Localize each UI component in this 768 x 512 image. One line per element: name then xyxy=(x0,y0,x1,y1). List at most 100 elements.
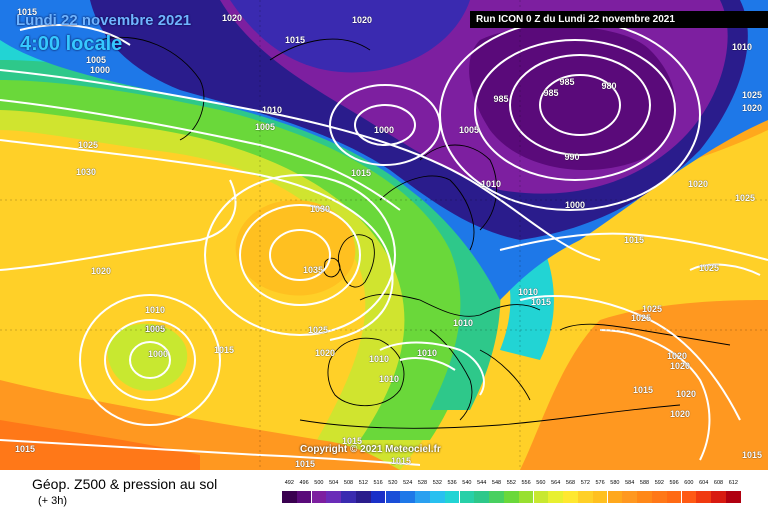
isobar-label: 1025 xyxy=(307,325,329,335)
scale-tick-label: 516 xyxy=(373,480,383,486)
model-run-label: Run ICON 0 Z du Lundi 22 novembre 2021 xyxy=(470,11,768,28)
scale-tick-label: 596 xyxy=(669,480,679,486)
isobar-label: 1020 xyxy=(687,179,709,189)
isobar-label: 1000 xyxy=(89,65,111,75)
isobar-label: 1015 xyxy=(530,297,552,307)
scale-tick-label: 496 xyxy=(299,480,309,486)
weather-map: 1020 1015 1020 1010 1005 1000 1005 1015 … xyxy=(0,0,768,470)
graticule xyxy=(0,0,768,470)
field-deep-purple xyxy=(469,26,676,170)
isobar-label: 1010 xyxy=(261,105,283,115)
isobar-label: 1015 xyxy=(16,7,38,17)
scale-tick-label: 504 xyxy=(329,480,339,486)
isobar-label: 1025 xyxy=(698,263,720,273)
isobar-label: 1020 xyxy=(741,103,763,113)
scale-swatch xyxy=(578,491,593,503)
isobar-label: 1010 xyxy=(452,318,474,328)
scale-swatch xyxy=(430,491,445,503)
isobar-label: 1015 xyxy=(213,345,235,355)
scale-swatch xyxy=(696,491,712,503)
isobar-label: 1015 xyxy=(294,459,316,469)
scale-tick-label: 540 xyxy=(462,480,472,486)
scale-tick-label: 560 xyxy=(536,480,546,486)
scale-swatch xyxy=(548,491,564,503)
isobar-label: 1005 xyxy=(144,324,166,334)
geopotential-map xyxy=(0,0,768,470)
scale-swatch xyxy=(518,491,534,503)
field-orange-east xyxy=(520,300,768,470)
scale-swatch xyxy=(370,491,386,503)
forecast-step-label: (+ 3h) xyxy=(38,495,68,507)
isobar-label: 1015 xyxy=(632,385,654,395)
scale-swatch xyxy=(533,491,549,503)
scale-tick-label: 528 xyxy=(417,480,428,486)
scale-swatch xyxy=(504,491,519,503)
scale-swatch xyxy=(415,491,430,503)
scale-swatch xyxy=(459,491,475,503)
scale-tick-label: 572 xyxy=(580,480,590,486)
scale-tick-label: 604 xyxy=(699,480,709,486)
scale-swatch xyxy=(637,491,652,503)
isobar-label: 1020 xyxy=(314,348,336,358)
color-scale: 492 496 500 504 508 512 516 520 524 528 532 536 540 5… xyxy=(282,477,752,507)
isobar-label: 1035 xyxy=(302,265,324,275)
scale-tick-label: 536 xyxy=(447,480,457,486)
scale-swatch xyxy=(592,491,608,503)
isobar-label: 1030 xyxy=(309,204,331,214)
scale-tick-label: 612 xyxy=(728,480,738,486)
scale-tick-label: 564 xyxy=(551,480,561,486)
scale-tick-label: 508 xyxy=(343,480,354,486)
scale-tick-label: 592 xyxy=(654,480,664,486)
scale-swatch xyxy=(311,491,327,503)
isobar-label: 1015 xyxy=(341,436,363,446)
isobar-label: 1020 xyxy=(675,389,697,399)
isobar-label: 1010 xyxy=(480,179,502,189)
isobar-label: 1025 xyxy=(734,193,756,203)
isobar-label: 1000 xyxy=(147,349,169,359)
scale-swatch xyxy=(622,491,638,503)
scale-swatch xyxy=(444,491,460,503)
isobar-label: 1010 xyxy=(368,354,390,364)
scale-tick-label: 580 xyxy=(610,480,620,486)
scale-swatch xyxy=(400,491,416,503)
isobar-label: 985 xyxy=(559,77,575,87)
scale-swatch xyxy=(666,491,682,503)
isobar-label: 1020 xyxy=(221,13,243,23)
isobar-label: 1020 xyxy=(669,361,691,371)
isobar-label: 1015 xyxy=(390,456,412,466)
parameter-label: Géop. Z500 & pression au sol xyxy=(32,476,218,492)
isobar-label: 1005 xyxy=(85,55,107,65)
scale-swatch xyxy=(474,491,490,503)
copyright-notice: Copyright © 2021 Meteociel.fr xyxy=(300,444,441,455)
scale-swatch xyxy=(652,491,667,503)
isobar-label: 985 xyxy=(493,94,509,104)
scale-tick-label: 492 xyxy=(284,480,294,486)
scale-tick-label: 520 xyxy=(388,480,398,486)
scale-swatch xyxy=(681,491,697,503)
isobar-label: 1025 xyxy=(641,304,663,314)
isobar-label: 1020 xyxy=(351,15,373,25)
isobar-label: 980 xyxy=(601,81,617,91)
scale-tick-label: 548 xyxy=(491,480,502,486)
isobar-label: 1010 xyxy=(517,287,539,297)
isobar-label: 1015 xyxy=(14,444,36,454)
isobar-lines xyxy=(0,19,768,466)
scale-swatch xyxy=(356,491,371,503)
scale-tick-label: 524 xyxy=(403,480,413,486)
isobar-label: 985 xyxy=(543,88,559,98)
scale-swatch xyxy=(711,491,726,503)
scale-tick-label: 552 xyxy=(506,480,516,486)
isobar-label: 1020 xyxy=(669,409,691,419)
isobar-label: 1000 xyxy=(564,200,586,210)
isobar-label: 990 xyxy=(564,152,580,162)
scale-swatch xyxy=(607,491,623,503)
scale-tick-label: 588 xyxy=(639,480,650,486)
isobar-label: 1000 xyxy=(373,125,395,135)
scale-tick-label: 544 xyxy=(477,480,487,486)
scale-swatch xyxy=(726,491,741,503)
scale-swatch xyxy=(282,491,297,503)
isobar-label: 1010 xyxy=(144,305,166,315)
isobar-label: 1015 xyxy=(741,450,763,460)
isobar-label: 1025 xyxy=(741,90,763,100)
isobar-label: 1015 xyxy=(623,235,645,245)
